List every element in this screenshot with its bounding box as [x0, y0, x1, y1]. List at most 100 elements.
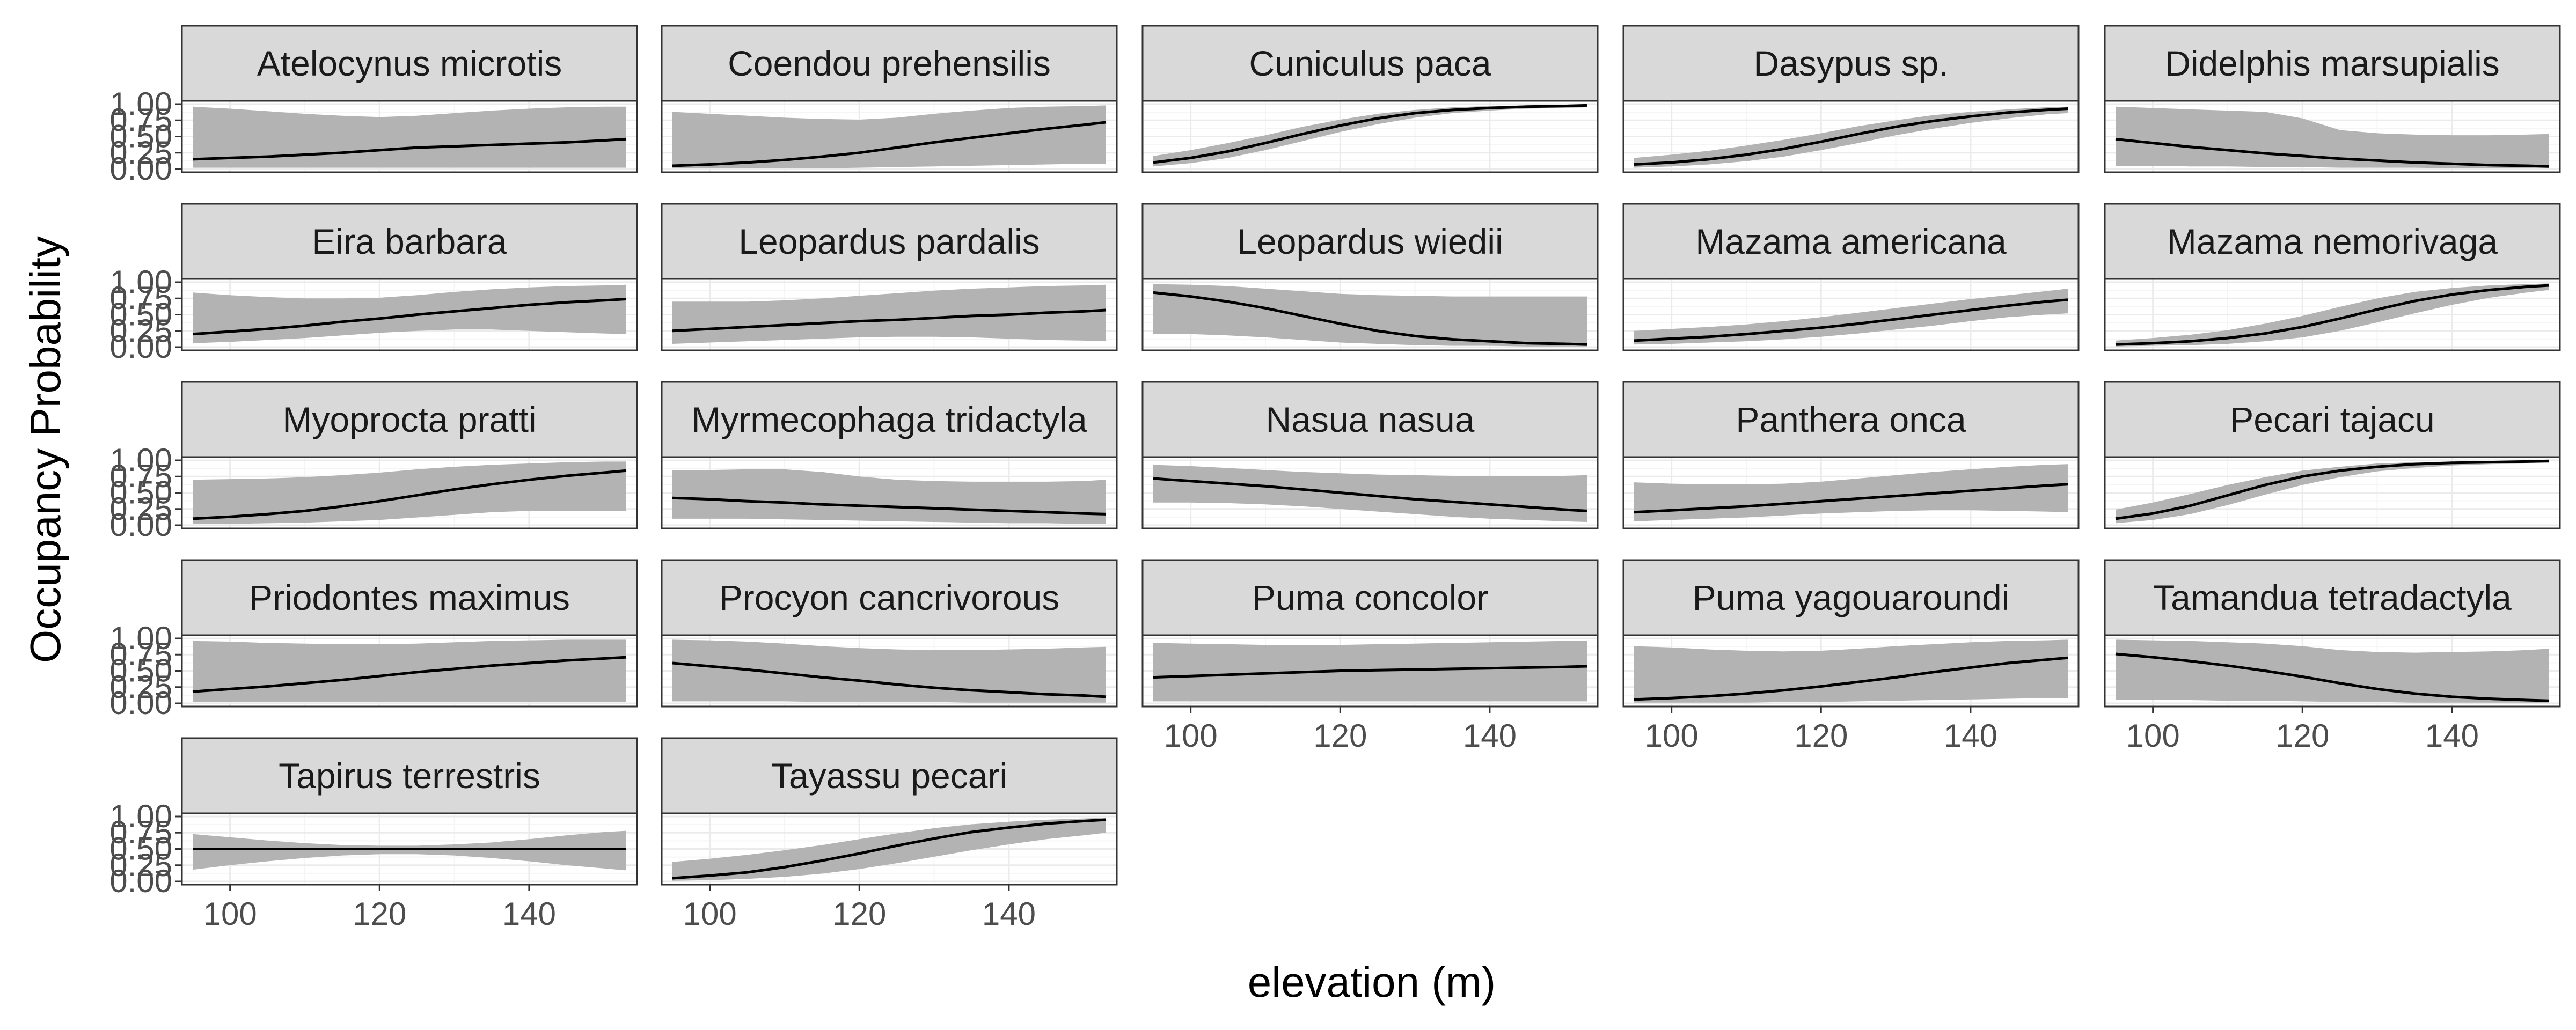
y-tick-label: 1.00	[109, 86, 172, 122]
confidence-band	[2116, 461, 2549, 524]
confidence-band	[672, 818, 1106, 881]
facet-strip-label: Priodontes maximus	[249, 578, 570, 617]
occupancy-line	[1634, 298, 2068, 342]
confidence-band	[1634, 289, 2068, 345]
y-tick-label: 0.25	[109, 847, 172, 883]
y-tick-label: 0.00	[109, 507, 172, 543]
y-tick-label: 0.50	[109, 653, 172, 689]
facet-strip	[2104, 559, 2561, 636]
confidence-band	[193, 284, 626, 343]
panel-border	[1141, 456, 1599, 529]
y-tick-label: 1.00	[109, 798, 172, 834]
facet-strip	[181, 559, 638, 636]
facet-strip	[181, 25, 638, 102]
facet-strip-label: Atelocynus microtis	[257, 43, 562, 83]
confidence-band	[1153, 465, 1587, 522]
panel-border	[2104, 456, 2561, 529]
panel-border	[1622, 634, 2080, 708]
y-tick-label: 0.50	[109, 831, 172, 867]
panel-border	[661, 100, 1118, 173]
y-tick-label: 0.25	[109, 491, 172, 527]
facet-strip	[181, 203, 638, 280]
facet-strip-label: Dasypus sp.	[1753, 43, 1948, 83]
occupancy-line	[1153, 291, 1587, 346]
confidence-band	[2116, 283, 2549, 347]
occupancy-line	[1634, 656, 2068, 701]
facet-strip-label: Coendou prehensilis	[728, 43, 1051, 83]
facet-strip	[661, 25, 1118, 102]
facet-strip-label: Myrmecophaga tridactyla	[691, 400, 1087, 439]
x-tick-label: 120	[1313, 718, 1367, 754]
x-tick-label: 120	[2275, 718, 2329, 754]
facet-strip-label: Puma concolor	[1252, 578, 1488, 617]
panel-border	[2104, 100, 2561, 173]
facet-strip	[2104, 381, 2561, 458]
facet-panel: Eira barbara 0.000.250.500.751.00	[109, 203, 638, 365]
facet-strip-label: Tayassu pecari	[771, 756, 1007, 796]
facet-strip	[1622, 381, 2080, 458]
occupancy-line	[2115, 652, 2550, 702]
facet-strip-label: Procyon cancrivorous	[719, 578, 1060, 617]
occupancy-line	[672, 661, 1107, 698]
facet-strip	[1622, 25, 2080, 102]
facet-strip-label: Leopardus pardalis	[738, 222, 1040, 261]
x-tick-label: 140	[2425, 718, 2479, 754]
occupancy-line	[192, 469, 627, 520]
confidence-band	[1153, 284, 1587, 347]
confidence-band	[193, 830, 626, 871]
facet-panel: Mazama nemorivaga	[2104, 203, 2561, 351]
occupancy-line	[672, 308, 1107, 333]
confidence-band	[193, 461, 626, 524]
y-tick-label: 0.00	[109, 329, 172, 365]
facet-panel: Puma concolor 100 120 140	[1141, 559, 1599, 754]
facet-strip	[661, 203, 1118, 280]
occupancy-line	[1153, 665, 1587, 679]
panel-border	[661, 278, 1118, 351]
facet-panels: Atelocynus microtis0.000.250.500.751.00C…	[109, 25, 2561, 932]
confidence-band	[1634, 106, 2068, 168]
y-tick-label: 0.00	[109, 863, 172, 899]
facet-strip	[181, 737, 638, 814]
panel-border	[1622, 100, 2080, 173]
occupancy-line	[2115, 137, 2550, 168]
panel-border	[1622, 278, 2080, 351]
facet-strip-label: Cuniculus paca	[1249, 43, 1491, 83]
facet-panel: Priodontes maximus 0.000.250.500.751.00	[109, 559, 638, 721]
facet-panel: Tapirus terrestris 0.000.250.500.751.00 10…	[109, 737, 638, 932]
panel-border	[661, 456, 1118, 529]
facet-panel: Leopardus wiedii	[1141, 203, 1599, 351]
occupancy-line	[192, 137, 627, 161]
x-tick-label: 140	[982, 896, 1036, 932]
facet-panel: Panthera onca	[1622, 381, 2080, 529]
panel-border	[1622, 456, 2080, 529]
occupancy-line	[672, 496, 1107, 516]
panel-border	[661, 812, 1118, 886]
facet-strip	[1141, 381, 1599, 458]
facet-strip	[1141, 25, 1599, 102]
facet-strip-label: Mazama americana	[1695, 222, 2007, 261]
x-tick-label: 120	[1794, 718, 1848, 754]
x-tick-label: 100	[203, 896, 257, 932]
facet-panel: Leopardus pardalis	[661, 203, 1118, 351]
y-tick-label: 0.50	[109, 297, 172, 333]
confidence-band	[2116, 639, 2549, 703]
occupancy-line	[192, 298, 627, 336]
y-axis-title: Occupancy Probability	[21, 236, 69, 663]
facet-panel: Cuniculus paca	[1141, 25, 1599, 173]
facet-strip-label: Tamandua tetradactyla	[2153, 578, 2512, 617]
x-tick-label: 100	[683, 896, 737, 932]
panel-border	[1141, 634, 1599, 708]
facet-panel: Procyon cancrivorous	[661, 559, 1118, 708]
x-tick-label: 140	[1944, 718, 1997, 754]
y-tick-label: 0.75	[109, 102, 172, 138]
facet-panel: Didelphis marsupialis	[2104, 25, 2561, 173]
confidence-band	[1634, 639, 2068, 703]
occupancy-line	[1153, 104, 1587, 164]
y-tick-label: 1.00	[109, 442, 172, 478]
y-tick-label: 0.75	[109, 458, 172, 494]
occupancy-line	[192, 656, 627, 693]
facet-panel: Nasua nasua	[1141, 381, 1599, 529]
confidence-band	[2116, 106, 2549, 168]
x-tick-label: 100	[2126, 718, 2180, 754]
